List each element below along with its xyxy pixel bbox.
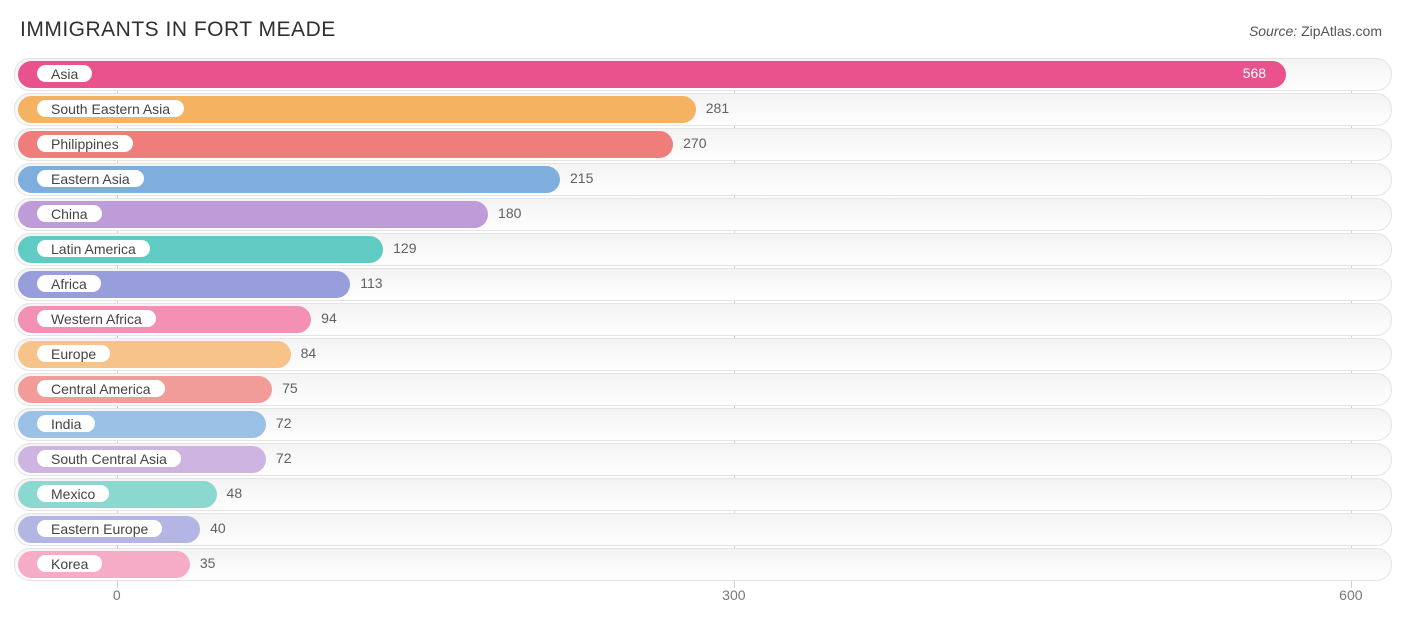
bar-value: 281	[706, 100, 729, 116]
bar-label-pill: Korea	[35, 553, 104, 574]
bar-label: Africa	[51, 276, 87, 292]
bar-label: Mexico	[51, 486, 95, 502]
bar-label: South Eastern Asia	[51, 101, 170, 117]
bar-row: Central America 75	[14, 373, 1392, 406]
bar-label-pill: Europe	[35, 343, 112, 364]
bar-label: Europe	[51, 346, 96, 362]
bar-label-pill: Central America	[35, 378, 167, 399]
bar-label: Latin America	[51, 241, 136, 257]
bar-fill	[18, 61, 1286, 88]
bar-label: Eastern Asia	[51, 171, 130, 187]
source-name: ZipAtlas.com	[1301, 23, 1382, 39]
bar-label-pill: Mexico	[35, 483, 111, 504]
bar-value: 113	[360, 275, 382, 291]
bar-value: 75	[282, 380, 298, 396]
bar-label-pill: South Eastern Asia	[35, 98, 186, 119]
bar-label-pill: Western Africa	[35, 308, 158, 329]
bar-label: Korea	[51, 556, 88, 572]
bar-row: Korea 35	[14, 548, 1392, 581]
bar-value: 568	[1243, 65, 1266, 81]
bar-label-pill: India	[35, 413, 97, 434]
bar-label-pill: Philippines	[35, 133, 135, 154]
bar-row: South Eastern Asia 281	[14, 93, 1392, 126]
bar-label: Asia	[51, 66, 78, 82]
bar-row: India 72	[14, 408, 1392, 441]
bar-row: Africa 113	[14, 268, 1392, 301]
bar-value: 215	[570, 170, 593, 186]
bar-row: China 180	[14, 198, 1392, 231]
bar-label: Philippines	[51, 136, 119, 152]
bar-row: Eastern Asia 215	[14, 163, 1392, 196]
bar-value: 129	[393, 240, 416, 256]
bar-label: South Central Asia	[51, 451, 167, 467]
bar-row: Mexico 48	[14, 478, 1392, 511]
bar-value: 72	[276, 415, 292, 431]
bar-value: 84	[301, 345, 317, 361]
bar-value: 180	[498, 205, 521, 221]
bar-label: China	[51, 206, 88, 222]
bar-label-pill: Eastern Europe	[35, 518, 164, 539]
bar-value: 270	[683, 135, 706, 151]
bar-label: Western Africa	[51, 311, 142, 327]
bar-row: Latin America 129	[14, 233, 1392, 266]
bar-value: 48	[227, 485, 243, 501]
bar-label-pill: South Central Asia	[35, 448, 183, 469]
bar-value: 72	[276, 450, 292, 466]
chart-source: Source: ZipAtlas.com	[1249, 23, 1382, 39]
source-label: Source:	[1249, 23, 1297, 39]
bar-label-pill: China	[35, 203, 104, 224]
bar-label-pill: Eastern Asia	[35, 168, 146, 189]
bar-value: 40	[210, 520, 226, 536]
bar-label-pill: Asia	[35, 63, 94, 84]
bar-row: Europe 84	[14, 338, 1392, 371]
bar-label: Eastern Europe	[51, 521, 148, 537]
chart-area: Asia 568 South Eastern Asia 281 Philippines 2…	[14, 58, 1392, 613]
x-tick-label: 600	[1339, 587, 1362, 603]
x-tick-label: 0	[113, 587, 121, 603]
bar-label-pill: Africa	[35, 273, 103, 294]
bar-row: Philippines 270	[14, 128, 1392, 161]
x-axis: 0 300 600	[14, 583, 1392, 607]
bar-value: 94	[321, 310, 337, 326]
bar-label: India	[51, 416, 81, 432]
bar-row: South Central Asia 72	[14, 443, 1392, 476]
bar-label: Central America	[51, 381, 151, 397]
bar-label-pill: Latin America	[35, 238, 152, 259]
bar-value: 35	[200, 555, 216, 571]
x-tick-label: 300	[722, 587, 745, 603]
bar-row: Eastern Europe 40	[14, 513, 1392, 546]
bar-row: Asia 568	[14, 58, 1392, 91]
bar-row: Western Africa 94	[14, 303, 1392, 336]
chart-title: IMMIGRANTS IN FORT MEADE	[20, 18, 336, 42]
